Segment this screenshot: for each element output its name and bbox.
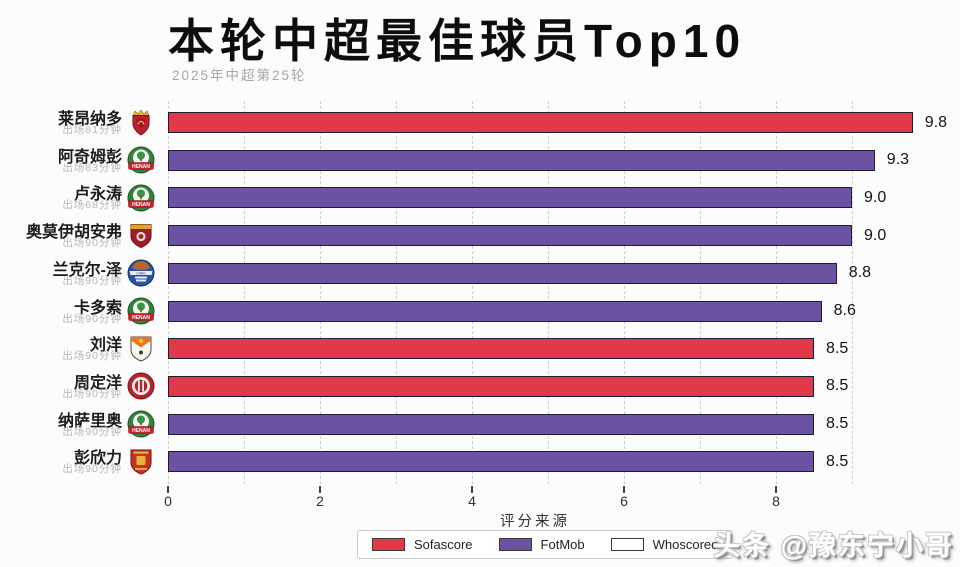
player-minutes: 出场90分钟 <box>62 237 122 250</box>
score-bar <box>168 187 852 209</box>
legend-item: FotMob <box>498 537 585 552</box>
gridline <box>396 101 397 484</box>
player-name: 阿奇姆彭 <box>57 148 122 166</box>
gridline <box>244 101 245 484</box>
x-axis-tick-label: 6 <box>620 493 628 509</box>
club-badge-green-circle-henan: HENAN <box>126 145 156 175</box>
svg-text:HENAN: HENAN <box>132 164 150 170</box>
player-minutes: 出场90分钟 <box>62 350 122 363</box>
player-name: 纳萨里奥 <box>57 412 122 430</box>
score-value: 8.8 <box>848 264 872 282</box>
gridline <box>320 101 321 484</box>
player-minutes: 出场90分钟 <box>62 425 122 438</box>
x-axis-tick-label: 2 <box>316 493 324 509</box>
player-minutes: 出场90分钟 <box>62 274 122 287</box>
score-bar <box>168 451 814 473</box>
gridline <box>700 101 701 484</box>
watermark: 头条 @豫东宁小哥 <box>713 531 954 561</box>
page-subtitle: 2025年中超第25轮 <box>172 68 307 83</box>
player-minutes: 出场90分钟 <box>62 387 122 400</box>
x-axis-tick <box>623 486 625 493</box>
player-name: 彭欣力 <box>73 450 122 468</box>
score-bar <box>168 413 814 435</box>
club-badge-green-circle-henan: HENAN <box>126 183 156 213</box>
score-value: 9.3 <box>886 151 910 169</box>
gridline <box>472 101 473 484</box>
player-name: 刘洋 <box>89 337 122 355</box>
score-bar <box>168 225 852 247</box>
player-name: 周定洋 <box>73 374 122 392</box>
score-value: 9.8 <box>924 113 948 131</box>
club-badge-maroon-shield-gold-band <box>126 221 156 251</box>
x-axis-tick-label: 8 <box>772 493 780 509</box>
player-name: 莱昂纳多 <box>57 111 122 128</box>
legend-label: Sofascore <box>414 537 473 552</box>
score-bar <box>168 149 875 171</box>
club-badge-white-shield-orange-peak <box>126 334 156 364</box>
gridline <box>624 101 625 484</box>
legend-swatch-icon <box>610 538 644 551</box>
svg-text:HENAN: HENAN <box>132 202 150 208</box>
legend-item: Whoscored <box>610 537 719 552</box>
gridline <box>776 101 777 484</box>
chart-legend: Sofascore FotMob Whoscored <box>357 530 734 559</box>
legend-label: FotMob <box>540 537 585 552</box>
score-bar <box>168 262 837 284</box>
x-axis-tick <box>471 486 473 493</box>
score-value: 8.5 <box>826 377 849 395</box>
x-axis-tick <box>167 486 169 493</box>
svg-text:HENAN: HENAN <box>132 428 150 434</box>
score-bar <box>168 300 822 322</box>
player-minutes: 出场68分钟 <box>62 199 122 212</box>
x-axis-tick-label: 0 <box>164 493 172 509</box>
score-value: 9.0 <box>864 188 887 206</box>
club-badge-green-circle-henan: HENAN <box>126 409 156 439</box>
player-minutes: 出场90分钟 <box>62 463 122 476</box>
score-bar <box>168 375 814 397</box>
score-value: 8.5 <box>826 339 849 357</box>
x-axis-tick-label: 4 <box>468 493 476 509</box>
club-badge-blue-circle-globe: CANG <box>126 258 156 288</box>
gridline <box>852 101 853 484</box>
x-axis-label: 评分来源 <box>500 514 570 530</box>
legend-item: Sofascore <box>372 537 473 552</box>
svg-text:HENAN: HENAN <box>132 315 150 321</box>
player-name: 兰克尔-泽 <box>52 261 122 279</box>
player-minutes: 出场90分钟 <box>62 312 122 325</box>
player-minutes: 出场81分钟 <box>62 124 122 136</box>
score-value: 9.0 <box>864 226 887 244</box>
player-name: 卡多索 <box>73 299 122 317</box>
legend-label: Whoscored <box>652 537 719 552</box>
club-badge-red-shield-gold-crest <box>126 447 156 477</box>
player-minutes: 出场83分钟 <box>62 161 122 174</box>
player-name: 奥莫伊胡安弗 <box>25 224 122 242</box>
score-value: 8.6 <box>833 302 856 319</box>
legend-swatch-icon <box>372 538 405 551</box>
x-axis-tick <box>775 486 777 493</box>
score-value: 8.5 <box>826 452 849 470</box>
club-badge-red-shield-gold-crown <box>126 108 156 138</box>
x-axis-tick <box>319 486 321 493</box>
club-badge-red-ring-circle <box>126 371 156 401</box>
svg-text:CANG: CANG <box>136 272 146 276</box>
score-bar <box>168 338 814 360</box>
gridline <box>168 101 169 484</box>
page-title: 本轮中超最佳球员Top10 <box>168 15 747 67</box>
score-value: 8.5 <box>826 415 849 433</box>
gridline <box>548 101 549 484</box>
club-badge-green-circle-henan: HENAN <box>126 296 156 326</box>
score-bar <box>168 112 913 133</box>
player-name: 卢永涛 <box>73 186 122 204</box>
legend-swatch-icon <box>498 538 532 551</box>
